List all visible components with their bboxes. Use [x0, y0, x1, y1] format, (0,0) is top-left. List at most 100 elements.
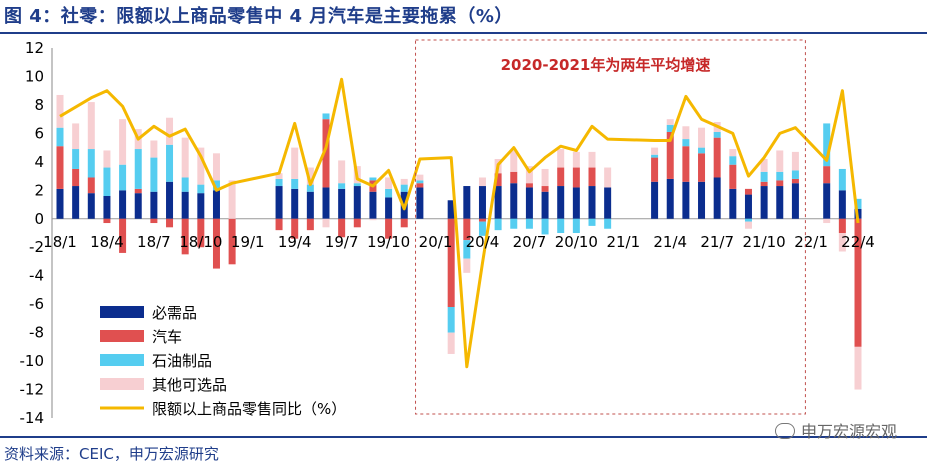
autos-bar	[698, 153, 706, 182]
y-tick-label: 6	[34, 124, 44, 142]
chart-title: 图 4：社零：限额以上商品零售中 4 月汽车是主要拖累（%）	[4, 6, 513, 27]
legend-label: 石油制品	[152, 352, 212, 370]
autos-bar	[385, 218, 393, 239]
autos-bar	[212, 218, 220, 269]
y-tick-label: 2	[34, 181, 44, 199]
necessities-bar	[119, 190, 127, 219]
necessities-bar	[541, 191, 549, 219]
y-tick-label: -8	[29, 324, 44, 342]
autos-bar	[682, 146, 690, 182]
petroleum-bar	[494, 218, 502, 231]
y-tick-label: -6	[29, 295, 44, 313]
other-bar	[604, 167, 612, 188]
autos-bar	[666, 131, 674, 179]
other-bar	[588, 151, 596, 168]
other-bar	[838, 233, 846, 252]
other-bar	[541, 168, 549, 187]
necessities-bar	[134, 193, 142, 219]
other-bar	[666, 119, 674, 125]
petroleum-bar	[823, 123, 831, 167]
petroleum-bar	[588, 218, 596, 226]
other-bar	[87, 102, 95, 150]
petroleum-bar	[651, 154, 659, 158]
legend-swatch	[100, 378, 144, 390]
other-bar	[572, 151, 580, 168]
petroleum-bar	[416, 180, 424, 184]
necessities-bar	[494, 186, 502, 219]
x-tick-label: 18/7	[137, 233, 171, 251]
x-tick-label: 18/10	[179, 233, 222, 251]
other-bar	[447, 332, 455, 354]
y-tick-label: -2	[29, 238, 44, 256]
autos-bar	[400, 218, 408, 228]
x-tick-label: 21/1	[606, 233, 640, 251]
necessities-bar	[682, 181, 690, 219]
other-bar	[181, 137, 189, 178]
petroleum-bar	[447, 307, 455, 333]
legend-label: 必需品	[152, 304, 197, 322]
petroleum-bar	[729, 156, 737, 165]
watermark: 申万宏源宏观	[774, 418, 897, 442]
y-tick-label: 4	[34, 153, 44, 171]
autos-bar	[181, 218, 189, 255]
other-bar	[510, 150, 518, 172]
other-bar	[557, 149, 565, 168]
necessities-bar	[103, 196, 111, 219]
retail-yoy-line	[59, 77, 860, 369]
autos-bar	[119, 218, 127, 253]
petroleum-bar	[572, 218, 580, 233]
autos-bar	[291, 218, 299, 239]
autos-bar	[744, 188, 752, 195]
legend-swatch	[100, 354, 144, 366]
autos-bar	[463, 218, 471, 241]
necessities-bar	[572, 187, 580, 219]
necessities-bar	[838, 190, 846, 219]
x-tick-label: 22/1	[794, 233, 828, 251]
x-tick-label: 20/10	[555, 233, 598, 251]
x-tick-label: 21/7	[700, 233, 734, 251]
x-axis: 18/1 18/4 18/7 18/10 19/1 19/4 19/7 19/10 20/1 20…	[43, 233, 875, 251]
petroleum-bar	[541, 218, 549, 235]
title-rule	[0, 32, 927, 34]
other-bar	[150, 140, 158, 158]
x-tick-label: 20/7	[513, 233, 547, 251]
two-year-average-annotation: 2020-2021年为两年平均增速	[501, 56, 711, 74]
necessities-bar	[651, 181, 659, 219]
other-bar	[369, 218, 377, 221]
other-bar	[385, 177, 393, 189]
petroleum-bar	[744, 218, 752, 222]
necessities-bar	[369, 191, 377, 219]
necessities-bar	[197, 193, 205, 219]
other-bar	[791, 151, 799, 171]
autos-bar	[416, 183, 424, 188]
petroleum-bar	[698, 147, 706, 154]
necessities-bar	[604, 187, 612, 219]
other-bar	[729, 149, 737, 157]
other-bar	[166, 117, 174, 145]
petroleum-bar	[791, 170, 799, 179]
petroleum-bar	[510, 218, 518, 229]
petroleum-bar	[56, 127, 64, 147]
petroleum-bar	[87, 149, 95, 178]
other-bar	[682, 126, 690, 140]
necessities-bar	[275, 186, 283, 219]
autos-bar	[557, 167, 565, 187]
y-tick-label: -12	[20, 381, 45, 399]
x-tick-label: 19/4	[278, 233, 312, 251]
petroleum-bar	[854, 198, 862, 209]
legend-label: 汽车	[152, 328, 182, 346]
other-bar	[306, 167, 314, 185]
necessities-bar	[666, 178, 674, 219]
x-tick-label: 21/4	[653, 233, 687, 251]
necessities-bar	[557, 186, 565, 219]
other-bar	[291, 147, 299, 179]
petroleum-bar	[666, 124, 674, 132]
necessities-bar	[322, 187, 330, 219]
other-bar	[854, 346, 862, 390]
petroleum-bar	[291, 178, 299, 189]
petroleum-bar	[369, 177, 377, 181]
autos-bar	[150, 218, 158, 224]
x-tick-label: 19/1	[231, 233, 265, 251]
petroleum-bar	[682, 139, 690, 147]
